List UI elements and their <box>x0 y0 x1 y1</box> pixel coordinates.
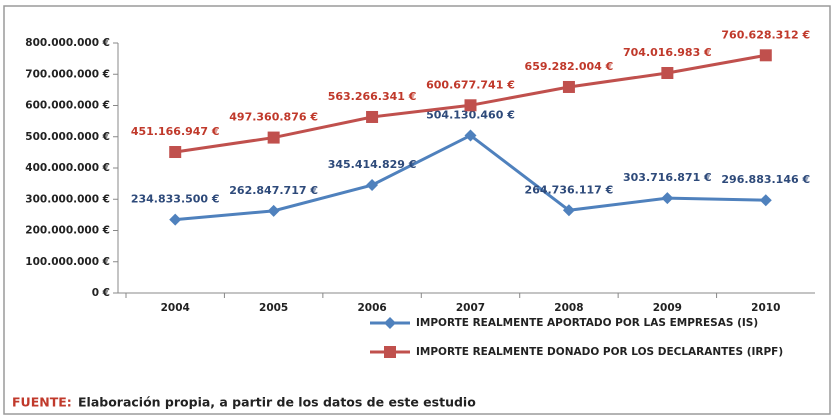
y-tick-label: 300.000.000 € <box>25 193 110 205</box>
source-text: Elaboración propia, a partir de los dato… <box>78 395 476 410</box>
point <box>267 204 280 217</box>
x-tick-label: 2005 <box>259 302 288 314</box>
point <box>661 66 674 79</box>
point <box>562 80 575 93</box>
x-tick-label: 2006 <box>357 302 386 314</box>
y-tick-label: 500.000.000 € <box>25 131 110 143</box>
point <box>464 129 477 142</box>
legend-marker <box>384 346 396 358</box>
y-tick-label: 0 € <box>92 287 110 299</box>
y-tick-label: 200.000.000 € <box>25 225 110 237</box>
point <box>562 204 575 217</box>
value-label: 451.166.947 € <box>131 125 220 138</box>
legend-label: IMPORTE REALMENTE APORTADO POR LAS EMPRE… <box>416 317 758 329</box>
point <box>661 192 674 205</box>
value-label: 760.628.312 € <box>721 28 810 41</box>
value-label: 303.716.871 € <box>623 171 712 184</box>
source-label: FUENTE: <box>12 395 72 410</box>
value-label: 345.414.829 € <box>328 158 417 171</box>
value-label: 659.282.004 € <box>525 60 614 73</box>
value-label: 234.833.500 € <box>131 193 220 206</box>
y-tick-label: 400.000.000 € <box>25 162 110 174</box>
y-tick-label: 800.000.000 € <box>25 37 110 49</box>
point <box>366 179 379 192</box>
legend-label: IMPORTE REALMENTE DONADO POR LOS DECLARA… <box>416 346 783 358</box>
point <box>464 99 477 112</box>
x-tick-label: 2008 <box>554 302 583 314</box>
x-tick-label: 2007 <box>456 302 485 314</box>
point <box>169 146 182 159</box>
legend-marker <box>384 317 396 329</box>
value-label: 262.847.717 € <box>229 184 318 197</box>
point <box>366 110 379 123</box>
point <box>759 49 772 62</box>
frame <box>3 5 831 415</box>
value-label: 704.016.983 € <box>623 46 712 59</box>
value-label: 296.883.146 € <box>721 173 810 186</box>
y-tick-label: 700.000.000 € <box>25 68 110 80</box>
x-tick-label: 2010 <box>751 302 780 314</box>
point <box>267 131 280 144</box>
point <box>759 194 772 207</box>
value-label: 497.360.876 € <box>229 111 318 124</box>
x-tick-label: 2004 <box>161 302 190 314</box>
x-tick-label: 2009 <box>653 302 682 314</box>
y-tick-label: 100.000.000 € <box>25 256 110 268</box>
y-tick-label: 600.000.000 € <box>25 100 110 112</box>
value-label: 504.130.460 € <box>426 108 515 121</box>
point <box>169 213 182 226</box>
value-label: 264.736.117 € <box>525 183 614 196</box>
value-label: 600.677.741 € <box>426 78 515 91</box>
value-label: 563.266.341 € <box>328 90 417 103</box>
